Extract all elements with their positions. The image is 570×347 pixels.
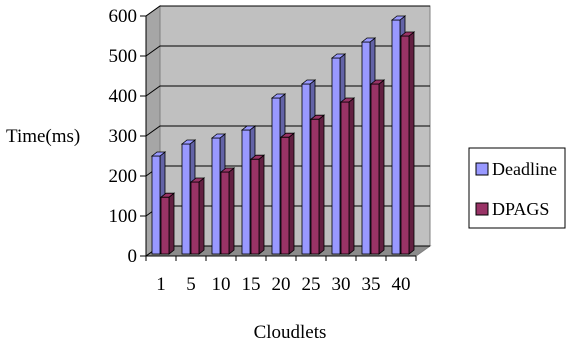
bar-top (360, 37, 377, 43)
bar-front (241, 129, 251, 255)
bar-side (348, 97, 355, 255)
x-tick-label: 30 (332, 274, 351, 295)
bar-front (211, 137, 221, 255)
y-tick-label: 600 (109, 6, 138, 27)
bar-top (219, 167, 236, 173)
bar-top (309, 114, 326, 120)
bar-front (310, 118, 320, 255)
y-tick-label: 200 (109, 166, 138, 187)
y-axis-ticks: 0 100 200 300 400 500 600 (109, 6, 147, 267)
bar-front (400, 35, 410, 255)
bar-dpags-1 (159, 192, 176, 255)
y-tick-label: 100 (109, 206, 138, 227)
bar-front (151, 155, 161, 255)
x-tick-label: 25 (302, 274, 321, 295)
bar-dpags-15 (249, 154, 266, 255)
gridline (145, 5, 430, 17)
x-tick-label: 1 (156, 274, 166, 295)
bar-side (288, 132, 295, 255)
bar-front (361, 41, 371, 255)
bar-front (160, 196, 170, 255)
gridline (145, 45, 430, 57)
bar-front (391, 19, 401, 255)
x-axis-title: Cloudlets (254, 322, 327, 343)
bar-dpags-30 (339, 97, 356, 255)
x-tick-label: 5 (186, 274, 196, 295)
bar-side (168, 192, 175, 255)
bar-dpags-20 (279, 132, 296, 255)
bar-top (189, 177, 206, 183)
bar-front (280, 136, 290, 255)
bar-top (270, 93, 287, 99)
bar-top (330, 53, 347, 59)
bar-front (190, 181, 200, 255)
x-tick-label: 20 (272, 274, 291, 295)
bar-top (300, 79, 317, 85)
y-tick-label: 0 (128, 246, 138, 267)
bar-front (250, 158, 260, 255)
bar-dpags-25 (309, 114, 326, 255)
bar-side (198, 177, 205, 255)
bar-dpags-10 (219, 167, 236, 255)
legend: Deadline DPAGS (468, 147, 566, 229)
bar-front (271, 97, 281, 255)
x-tick-label: 35 (362, 274, 381, 295)
bar-front (181, 143, 191, 255)
bar-marks (150, 15, 416, 255)
bar-top (210, 133, 227, 139)
bar-side (408, 31, 415, 255)
x-tick-label: 40 (392, 274, 411, 295)
x-axis-ticks: 1 5 10 15 20 25 30 35 40 (145, 255, 417, 295)
bar-dpags-40 (399, 31, 416, 255)
y-tick-label: 500 (109, 46, 138, 67)
legend-label-dpags: DPAGS (492, 199, 549, 219)
bar-top (249, 154, 266, 160)
bar-top (159, 192, 176, 198)
bar-dpags-35 (369, 79, 386, 255)
legend-label-deadline: Deadline (492, 159, 557, 179)
bar-front (340, 101, 350, 255)
bar-top (399, 31, 416, 37)
bar-top (150, 151, 167, 157)
bar-top (180, 139, 197, 145)
y-tick-label: 300 (109, 126, 138, 147)
bar-front (301, 83, 311, 255)
bar-front (370, 83, 380, 255)
bar-front (331, 57, 341, 255)
bar-side (378, 79, 385, 255)
y-tick-label: 400 (109, 86, 138, 107)
bar-top (279, 132, 296, 138)
bar-side (228, 167, 235, 255)
bar-top (390, 15, 407, 21)
bar-side (318, 114, 325, 255)
x-tick-label: 10 (212, 274, 231, 295)
y-axis-title: Time(ms) (6, 126, 80, 147)
legend-swatch-dpags (475, 202, 489, 216)
bar-top (339, 97, 356, 103)
legend-swatch-deadline (475, 162, 489, 176)
bar-dpags-5 (189, 177, 206, 255)
bar-front (220, 171, 230, 255)
bar-side (258, 154, 265, 255)
bar-top (369, 79, 386, 85)
bar-top (240, 125, 257, 131)
x-tick-label: 15 (242, 274, 261, 295)
